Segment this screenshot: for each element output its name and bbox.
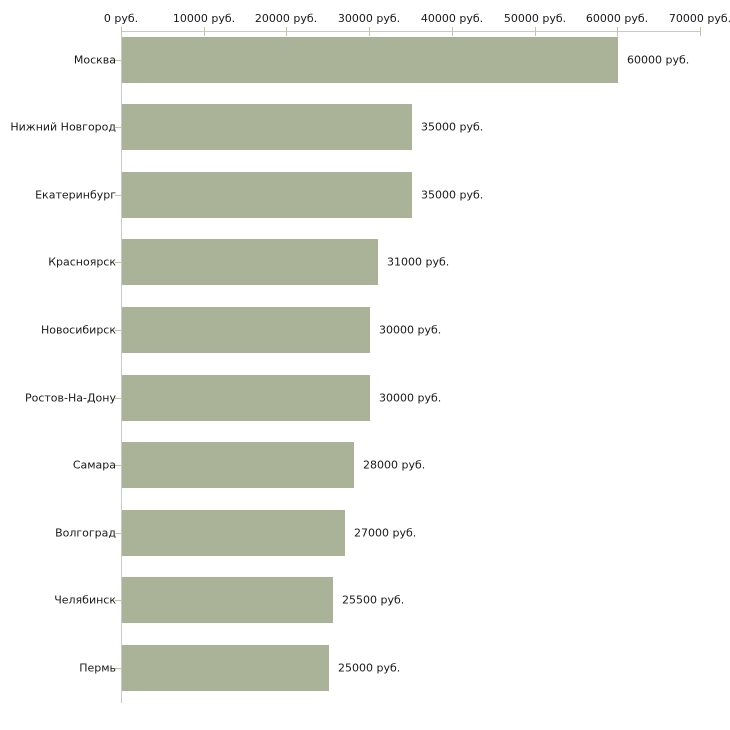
y-axis-line — [121, 31, 122, 703]
y-axis-tick — [115, 668, 121, 669]
value-label: 25000 руб. — [338, 661, 401, 675]
bar — [122, 375, 370, 421]
y-axis-tick — [115, 330, 121, 331]
bar — [122, 442, 354, 488]
value-label: 35000 руб. — [421, 120, 484, 134]
category-label: Москва — [73, 53, 116, 67]
value-label: 28000 руб. — [363, 458, 426, 472]
y-axis-tick — [115, 127, 121, 128]
x-axis-tick-label: 60000 руб. — [585, 12, 649, 25]
bar — [122, 645, 329, 691]
value-label: 35000 руб. — [421, 188, 484, 202]
y-axis-tick — [115, 398, 121, 399]
category-label: Екатеринбург — [35, 188, 116, 202]
category-label: Ростов-На-Дону — [24, 391, 116, 405]
x-axis-tick-label: 40000 руб. — [420, 12, 484, 25]
value-label: 25500 руб. — [342, 593, 405, 607]
x-axis-tick — [452, 27, 453, 36]
value-label: 60000 руб. — [627, 53, 690, 67]
x-axis-tick — [535, 27, 536, 36]
x-axis-tick — [204, 27, 205, 36]
y-axis-tick — [115, 600, 121, 601]
y-axis-tick — [115, 465, 121, 466]
x-axis-tick-label: 50000 руб. — [503, 12, 567, 25]
bar — [122, 104, 412, 150]
x-axis-tick-label: 70000 руб. — [668, 12, 730, 25]
category-label: Челябинск — [54, 593, 116, 607]
x-axis-tick-label: 10000 руб. — [172, 12, 236, 25]
value-label: 27000 руб. — [354, 526, 417, 540]
value-label: 30000 руб. — [379, 323, 442, 337]
y-axis-tick — [115, 60, 121, 61]
x-axis-tick — [286, 27, 287, 36]
x-axis-tick — [617, 27, 618, 36]
category-label: Новосибирск — [40, 323, 116, 337]
category-label: Пермь — [79, 661, 116, 675]
category-label: Самара — [72, 458, 116, 472]
x-axis-tick — [700, 27, 701, 36]
category-label: Волгоград — [55, 526, 116, 540]
value-label: 30000 руб. — [379, 391, 442, 405]
x-axis-tick-label: 20000 руб. — [254, 12, 318, 25]
bar — [122, 307, 370, 353]
bar — [122, 37, 618, 83]
y-axis-tick — [115, 533, 121, 534]
x-axis-tick — [121, 27, 122, 36]
category-label: Красноярск — [48, 255, 116, 269]
y-axis-tick — [115, 195, 121, 196]
bar — [122, 172, 412, 218]
bar — [122, 239, 378, 285]
x-axis-tick-label: 30000 руб. — [337, 12, 401, 25]
category-label: Нижний Новгород — [10, 120, 116, 134]
value-label: 31000 руб. — [387, 255, 450, 269]
x-axis-line — [121, 31, 700, 32]
x-axis-tick — [369, 27, 370, 36]
bar — [122, 510, 345, 556]
x-axis-tick-label: 0 руб. — [103, 12, 139, 25]
bar — [122, 577, 333, 623]
y-axis-tick — [115, 262, 121, 263]
